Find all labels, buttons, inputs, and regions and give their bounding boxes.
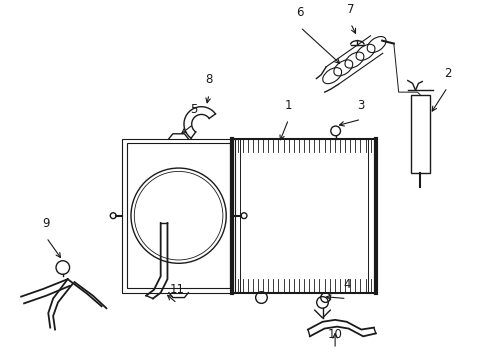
- Text: 3: 3: [357, 99, 364, 112]
- Text: 9: 9: [42, 217, 50, 230]
- Text: 10: 10: [327, 328, 342, 341]
- Bar: [126, 144, 230, 288]
- Text: 6: 6: [296, 6, 304, 19]
- Bar: [122, 139, 235, 293]
- Text: 7: 7: [346, 3, 354, 15]
- Text: 2: 2: [443, 67, 450, 80]
- Text: 11: 11: [169, 283, 184, 296]
- Text: 4: 4: [342, 278, 350, 291]
- Text: 5: 5: [189, 103, 197, 116]
- Bar: [232, 139, 375, 293]
- Text: 1: 1: [284, 99, 292, 112]
- Bar: [410, 95, 429, 172]
- Text: 8: 8: [205, 73, 212, 86]
